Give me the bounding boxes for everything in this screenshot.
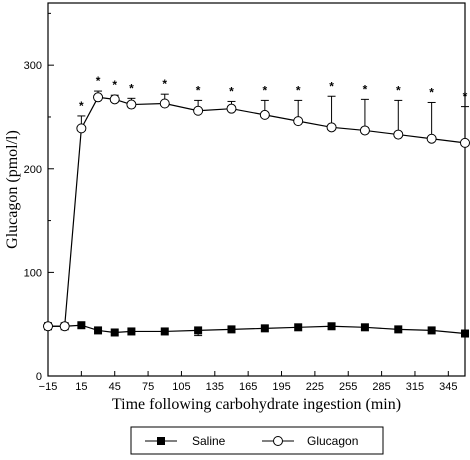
saline-point xyxy=(227,325,236,334)
saline-point xyxy=(110,328,119,337)
significance-star: * xyxy=(162,77,167,91)
significance-star: * xyxy=(96,74,101,88)
x-tick-label: 15 xyxy=(75,381,87,393)
saline-line xyxy=(48,324,466,335)
significance-star: * xyxy=(129,81,134,95)
x-tick-label: 195 xyxy=(272,381,290,393)
y-tick-label: 200 xyxy=(24,164,42,176)
saline-point xyxy=(127,327,136,336)
saline-point xyxy=(94,326,103,335)
x-tick-label: 255 xyxy=(339,381,357,393)
saline-point xyxy=(394,325,403,334)
significance-markers: * * * * * * * * * * * * * * xyxy=(79,74,468,113)
glucagon-point xyxy=(126,99,137,110)
y-tick-label: 0 xyxy=(36,371,42,383)
y-tick-label: 300 xyxy=(24,60,42,72)
legend-glucagon-marker xyxy=(273,436,283,446)
significance-star: * xyxy=(196,83,201,97)
glucagon-point xyxy=(326,122,337,133)
saline-point xyxy=(294,323,303,332)
glucagon-point xyxy=(226,103,237,114)
saline-point xyxy=(194,326,203,335)
glucagon-point xyxy=(43,321,53,332)
saline-point xyxy=(327,322,336,331)
x-tick-label: 225 xyxy=(306,381,324,393)
x-tick-label: 285 xyxy=(372,381,390,393)
significance-star: * xyxy=(229,84,234,98)
glucagon-point xyxy=(59,321,70,332)
glucagon-point xyxy=(93,92,104,103)
significance-star: * xyxy=(429,85,434,99)
glucagon-point xyxy=(193,105,204,116)
glucagon-line xyxy=(48,96,466,327)
significance-star: * xyxy=(263,83,268,97)
significance-star: * xyxy=(329,79,334,93)
x-tick-label: 75 xyxy=(142,381,154,393)
glucagon-point xyxy=(259,109,270,120)
series-layer xyxy=(43,90,470,338)
saline-point xyxy=(160,327,169,336)
x-tick-label: 315 xyxy=(406,381,424,393)
x-tick-label: −15 xyxy=(39,381,58,393)
x-tick-label: 45 xyxy=(109,381,121,393)
glucagon-point xyxy=(159,98,170,109)
glucagon-point xyxy=(460,137,470,148)
significance-star: * xyxy=(363,82,368,96)
x-tick-label: 105 xyxy=(172,381,190,393)
legend-saline-label: Saline xyxy=(192,434,226,448)
x-axis-label: Time following carbohydrate ingestion (m… xyxy=(112,396,401,413)
saline-point xyxy=(260,324,269,333)
glucagon-point xyxy=(393,129,404,140)
x-tick-label: 345 xyxy=(439,381,457,393)
glucagon-point xyxy=(76,123,87,134)
saline-point xyxy=(77,321,86,330)
y-axis-label: Glucagon (pmol/l) xyxy=(4,130,21,249)
plot-area xyxy=(47,2,466,377)
series-saline xyxy=(44,321,469,338)
x-axis: −15 15 45 75 105 135 165 195 225 255 285 315 345 xyxy=(39,371,457,393)
significance-star: * xyxy=(396,83,401,97)
y-tick-label: 100 xyxy=(24,267,42,279)
x-tick-label: 165 xyxy=(239,381,257,393)
glucagon-point xyxy=(109,94,120,105)
legend-glucagon-label: Glucagon xyxy=(307,434,358,448)
x-tick-label: 135 xyxy=(206,381,224,393)
glucagon-point xyxy=(359,125,370,136)
significance-star: * xyxy=(463,90,468,104)
glucagon-point xyxy=(426,133,437,144)
saline-point xyxy=(461,329,469,338)
significance-star: * xyxy=(112,78,117,92)
significance-star: * xyxy=(296,83,301,97)
series-glucagon xyxy=(43,90,470,332)
saline-point xyxy=(427,326,436,335)
legend-saline-marker xyxy=(157,437,165,445)
glucagon-point xyxy=(293,116,304,127)
y-axis: 0 100 200 300 xyxy=(24,12,54,383)
saline-point xyxy=(360,323,369,332)
legend: Saline Glucagon xyxy=(130,426,384,455)
significance-star: * xyxy=(79,99,84,113)
